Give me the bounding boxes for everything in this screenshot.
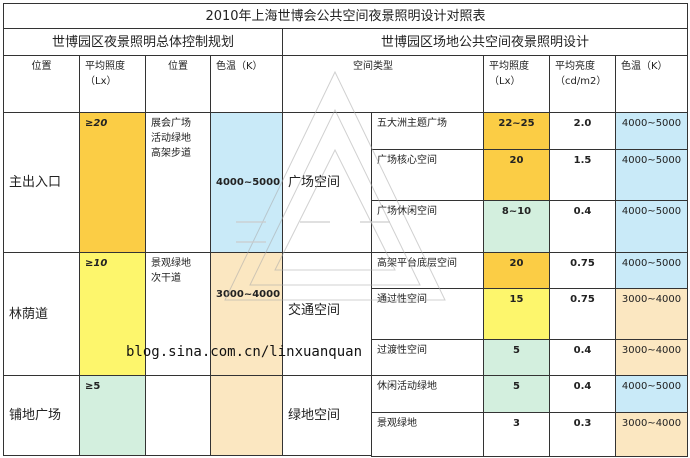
left-row-color-temp: 4000~5000 xyxy=(210,112,283,253)
left-heading: 世博园区夜景照明总体控制规划 xyxy=(3,28,283,56)
space-type-cell: 景观绿地 xyxy=(371,412,484,457)
left-row-position: 铺地广场 xyxy=(3,375,80,456)
category-cell: 广场空间 xyxy=(282,112,372,253)
avg-luminance-cell: 0.75 xyxy=(549,252,616,289)
color-temp-cell: 3000~4000 xyxy=(615,288,688,340)
col-header-position-2: 位置 xyxy=(145,55,211,113)
left-row-areas xyxy=(145,375,211,456)
right-heading: 世博园区场地公共空间夜景照明设计 xyxy=(282,28,688,56)
avg-illuminance-cell: 8~10 xyxy=(483,200,550,253)
space-type-cell: 广场休闲空间 xyxy=(371,200,484,253)
avg-luminance-cell: 0.4 xyxy=(549,339,616,376)
col-header-color-temp: 色温（K） xyxy=(210,55,283,113)
color-temp-cell: 4000~5000 xyxy=(615,112,688,150)
space-type-cell: 过渡性空间 xyxy=(371,339,484,376)
avg-luminance-cell: 0.75 xyxy=(549,288,616,340)
color-temp-cell: 4000~5000 xyxy=(615,149,688,201)
col-header-illuminance: 平均照度（Lx） xyxy=(79,55,146,113)
col-header-avg-illuminance: 平均照度（Lx） xyxy=(483,55,550,113)
avg-luminance-cell: 2.0 xyxy=(549,112,616,150)
left-row-color-temp xyxy=(210,375,283,456)
color-temp-cell: 4000~5000 xyxy=(615,200,688,253)
space-type-cell: 休闲活动绿地 xyxy=(371,375,484,413)
avg-illuminance-cell: 15 xyxy=(483,288,550,340)
space-type-cell: 广场核心空间 xyxy=(371,149,484,201)
col-header-color-temp-right: 色温（K） xyxy=(615,55,688,113)
watermark-url: blog.sina.com.cn/linxuanquan xyxy=(126,344,363,360)
avg-luminance-cell: 1.5 xyxy=(549,149,616,201)
left-row-illuminance: ≥5 xyxy=(79,375,146,456)
avg-luminance-cell: 0.4 xyxy=(549,200,616,253)
space-type-cell: 五大洲主题广场 xyxy=(371,112,484,150)
table-title: 2010年上海世博会公共空间夜景照明设计对照表 xyxy=(3,3,688,29)
col-header-space-type: 空间类型 xyxy=(282,55,484,113)
avg-illuminance-cell: 20 xyxy=(483,252,550,289)
color-temp-cell: 3000~4000 xyxy=(615,412,688,457)
col-header-position: 位置 xyxy=(3,55,80,113)
col-header-avg-luminance: 平均亮度（cd/m2） xyxy=(549,55,616,113)
left-row-illuminance: ≥20 xyxy=(79,112,146,253)
space-type-cell: 高架平台底层空间 xyxy=(371,252,484,289)
avg-illuminance-cell: 20 xyxy=(483,149,550,201)
avg-illuminance-cell: 3 xyxy=(483,412,550,457)
left-row-position: 林荫道 xyxy=(3,252,80,376)
color-temp-cell: 4000~5000 xyxy=(615,375,688,413)
avg-illuminance-cell: 22~25 xyxy=(483,112,550,150)
avg-luminance-cell: 0.3 xyxy=(549,412,616,457)
avg-illuminance-cell: 5 xyxy=(483,339,550,376)
avg-luminance-cell: 0.4 xyxy=(549,375,616,413)
space-type-cell: 通过性空间 xyxy=(371,288,484,340)
category-cell: 绿地空间 xyxy=(282,375,372,456)
avg-illuminance-cell: 5 xyxy=(483,375,550,413)
left-row-illuminance: ≥10 xyxy=(79,252,146,376)
left-row-areas: 展会广场 活动绿地 高架步道 xyxy=(145,112,211,253)
left-row-position: 主出入口 xyxy=(3,112,80,253)
color-temp-cell: 4000~5000 xyxy=(615,252,688,289)
color-temp-cell: 3000~4000 xyxy=(615,339,688,376)
